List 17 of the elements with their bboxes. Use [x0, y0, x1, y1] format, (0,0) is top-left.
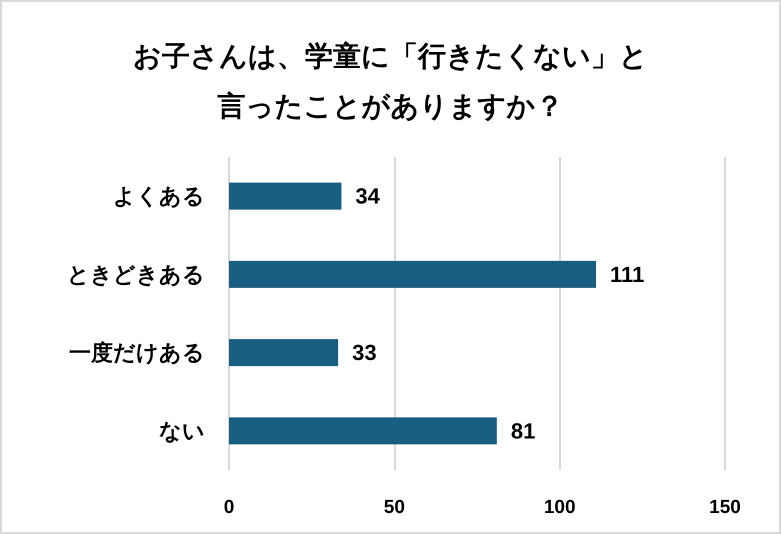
data-label: 111	[610, 262, 644, 287]
x-tick-label: 150	[709, 497, 741, 518]
y-tick-label: ない	[159, 418, 205, 444]
x-tick-label: 50	[384, 497, 405, 518]
data-label: 81	[510, 418, 536, 444]
bar	[229, 417, 497, 444]
bar	[229, 182, 342, 210]
chart-title: お子さんは、学童に「行きたくない」と言ったことがありますか？	[133, 40, 648, 122]
x-tick-label: 100	[544, 497, 576, 518]
y-tick-label: よくある	[113, 184, 205, 209]
y-tick-label: ときどきある	[67, 262, 205, 287]
data-label: 34	[355, 184, 381, 209]
bar	[229, 260, 596, 288]
y-tick-label: 一度だけある	[69, 340, 205, 366]
bar	[229, 339, 338, 366]
x-tick-label: 0	[224, 497, 234, 518]
data-label: 33	[352, 340, 377, 366]
